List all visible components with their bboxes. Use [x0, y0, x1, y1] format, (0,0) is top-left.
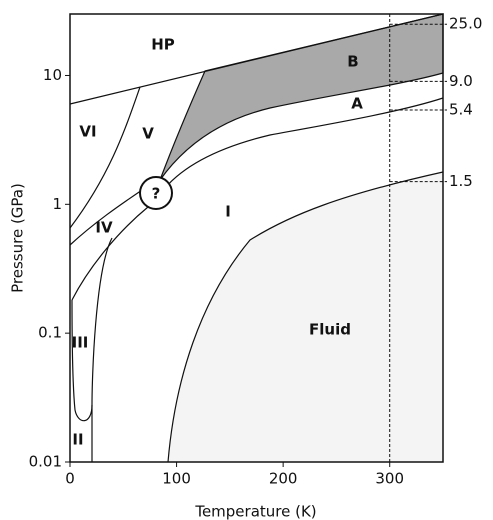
pressure-label: 25.0: [449, 15, 482, 33]
region-label: II: [72, 431, 83, 449]
y-tick-label: 0.1: [38, 324, 62, 342]
pressure-label: 1.5: [449, 172, 473, 190]
y-tick-label: 0.01: [29, 453, 62, 471]
region-label: ?: [152, 185, 161, 203]
y-axis-label: Pressure (GPa): [9, 183, 27, 293]
region-label: V: [142, 125, 154, 143]
plot-frame: [69, 13, 444, 463]
region-label: IV: [95, 219, 113, 237]
unknown-marker: [139, 176, 173, 210]
x-tick-label: 0: [65, 470, 75, 488]
region-label: A: [351, 95, 363, 113]
x-axis-label: Temperature (K): [194, 503, 316, 520]
region-label: B: [347, 53, 358, 71]
region-label: III: [72, 334, 89, 352]
x-tick-label: 200: [269, 470, 298, 488]
pressure-label: 5.4: [449, 100, 473, 118]
x-tick-label: 300: [375, 470, 404, 488]
region-label: Fluid: [309, 321, 351, 339]
region-label: I: [225, 203, 231, 221]
y-tick-label: 1: [52, 195, 62, 213]
region-label: HP: [151, 36, 175, 54]
x-tick-label: 100: [162, 470, 191, 488]
y-tick-label: 10: [43, 66, 62, 84]
fluid-area: [168, 172, 443, 462]
region-b-area: [159, 13, 444, 181]
pressure-label: 9.0: [449, 72, 473, 90]
region-label: VI: [79, 123, 96, 141]
